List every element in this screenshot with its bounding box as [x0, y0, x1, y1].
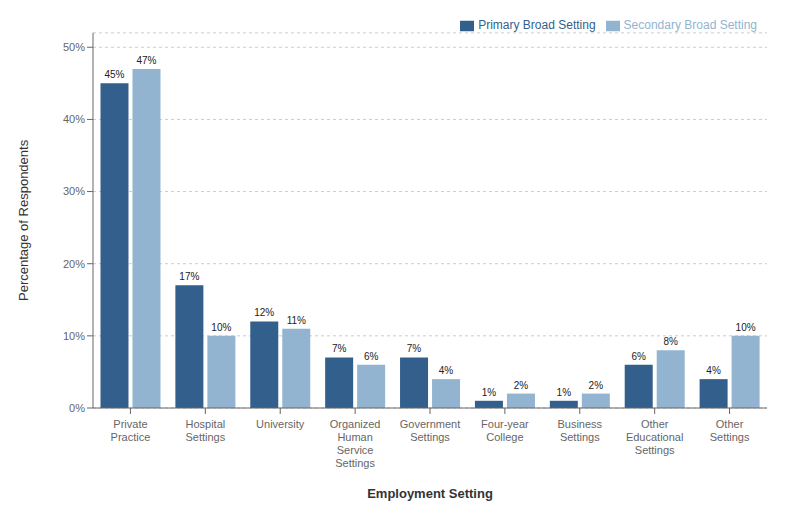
svg-text:4%: 4% — [439, 365, 454, 376]
svg-text:7%: 7% — [407, 343, 422, 354]
svg-text:Employment Setting: Employment Setting — [367, 486, 493, 501]
svg-text:6%: 6% — [631, 351, 646, 362]
svg-text:2%: 2% — [589, 380, 604, 391]
svg-text:10%: 10% — [211, 322, 231, 333]
svg-text:20%: 20% — [63, 258, 85, 270]
html-text:Primary Broad Setting: Primary Broad Setting — [478, 18, 596, 32]
svg-text:OtherSettings: OtherSettings — [710, 418, 750, 443]
svg-text:40%: 40% — [63, 113, 85, 125]
html-text:Secondary Broad Setting: Secondary Broad Setting — [623, 18, 757, 32]
svg-text:GovernmentSettings: GovernmentSettings — [400, 418, 461, 443]
svg-text:Percentage of Respondents: Percentage of Respondents — [16, 139, 31, 301]
svg-text:OrganizedHumanServiceSettings: OrganizedHumanServiceSettings — [330, 418, 381, 469]
svg-text:BusinessSettings: BusinessSettings — [557, 418, 602, 443]
svg-text:11%: 11% — [287, 315, 306, 326]
svg-text:1%: 1% — [557, 387, 572, 398]
svg-text:10%: 10% — [736, 322, 756, 333]
svg-text:Four-yearCollege: Four-yearCollege — [481, 418, 529, 443]
svg-text:University: University — [256, 418, 305, 430]
svg-text:47%: 47% — [136, 55, 156, 66]
svg-text:1%: 1% — [482, 387, 497, 398]
svg-text:4%: 4% — [706, 365, 721, 376]
svg-text:2%: 2% — [514, 380, 529, 391]
svg-text:17%: 17% — [179, 271, 199, 282]
svg-text:8%: 8% — [663, 336, 678, 347]
svg-text:6%: 6% — [364, 351, 379, 362]
svg-text:0%: 0% — [69, 402, 85, 414]
svg-text:OtherEducationalSettings: OtherEducationalSettings — [626, 418, 684, 456]
svg-text:7%: 7% — [332, 343, 347, 354]
svg-text:10%: 10% — [63, 330, 85, 342]
svg-text:12%: 12% — [254, 307, 274, 318]
svg-text:45%: 45% — [104, 69, 124, 80]
svg-text:50%: 50% — [63, 41, 85, 53]
svg-text:HospitalSettings: HospitalSettings — [185, 418, 225, 443]
svg-text:30%: 30% — [63, 185, 85, 197]
svg-text:PrivatePractice: PrivatePractice — [111, 418, 151, 443]
